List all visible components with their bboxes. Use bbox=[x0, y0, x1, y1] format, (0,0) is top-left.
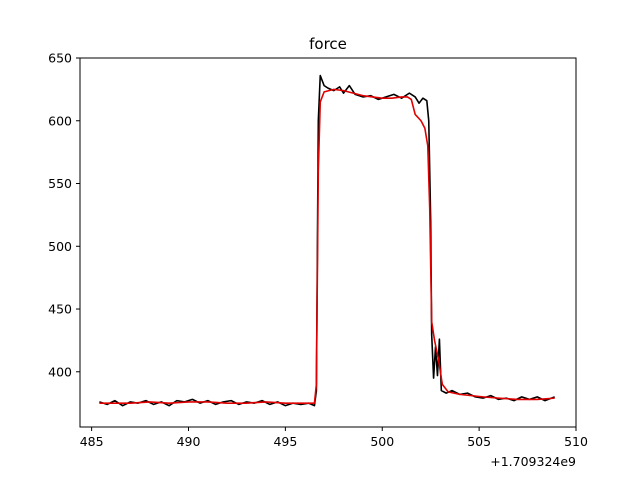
y-axis: 400 450 500 550 600 650 bbox=[48, 51, 80, 379]
y-tick-label: 500 bbox=[48, 239, 72, 254]
plot-frame bbox=[79, 57, 577, 428]
y-tick-label: 600 bbox=[48, 113, 72, 128]
plot-area bbox=[99, 74, 555, 407]
x-tick-label: 495 bbox=[273, 434, 297, 449]
x-tick-label: 485 bbox=[80, 434, 104, 449]
x-axis: 485 490 495 500 505 510 bbox=[80, 427, 588, 449]
x-tick-label: 505 bbox=[467, 434, 491, 449]
y-tick-label: 400 bbox=[48, 364, 72, 379]
y-tick-label: 550 bbox=[48, 176, 72, 191]
series-line-1 bbox=[99, 74, 555, 407]
x-tick-label: 500 bbox=[370, 434, 394, 449]
chart-title: force bbox=[309, 35, 347, 53]
y-tick-label: 450 bbox=[48, 302, 72, 317]
series-line-2 bbox=[99, 88, 555, 404]
y-tick-label: 650 bbox=[48, 51, 72, 66]
x-tick-label: 510 bbox=[564, 434, 588, 449]
x-tick-label: 490 bbox=[177, 434, 201, 449]
x-offset-label: +1.709324e9 bbox=[490, 454, 576, 469]
